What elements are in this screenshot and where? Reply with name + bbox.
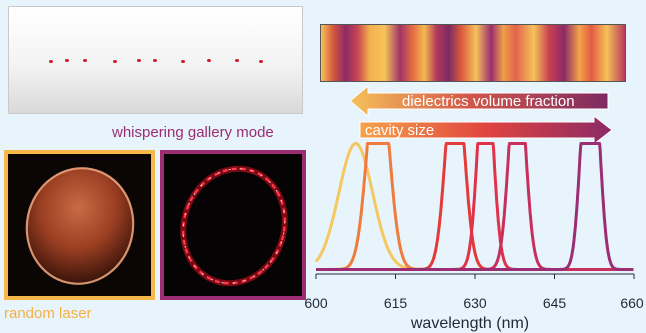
- lasing-spectra-chart: [314, 142, 635, 279]
- spectrum-series-6: [315, 142, 635, 271]
- whispering-gallery-mode-label: whispering gallery mode: [112, 124, 274, 141]
- x-axis-title: wavelength (nm): [410, 315, 530, 332]
- trend-arrows: [350, 86, 613, 146]
- wgm-image: [164, 154, 302, 296]
- droplet-dot: [181, 60, 185, 63]
- x-tick-label: 660: [620, 295, 644, 311]
- dielectrics-arrow: [350, 86, 609, 118]
- x-tick-label: 600: [304, 295, 328, 311]
- droplet-dot: [153, 59, 157, 62]
- droplet-dot: [113, 60, 117, 63]
- dielectrics-volume-fraction-label: dielectrics volume fraction: [402, 93, 575, 110]
- droplet-dot: [49, 60, 53, 63]
- random-laser-photo: [4, 150, 155, 300]
- droplet-dot: [207, 59, 211, 62]
- droplet-dot: [235, 59, 239, 62]
- cavity-size-label: cavity size: [365, 122, 435, 139]
- droplet-dot: [259, 60, 263, 63]
- cavity-size-arrow: [359, 114, 613, 146]
- color-gradient-bar: [320, 24, 626, 82]
- wgm-photo: [160, 150, 306, 300]
- droplet-plate-photo: [8, 6, 303, 114]
- random-laser-label: random laser: [4, 305, 92, 322]
- droplet-dot: [137, 59, 141, 62]
- droplet-dot: [83, 59, 87, 62]
- x-tick-label: 615: [383, 295, 408, 311]
- x-tick-label: 630: [463, 295, 487, 311]
- random-laser-image: [8, 154, 151, 296]
- droplet-dot: [65, 59, 69, 62]
- x-tick-label: 645: [542, 295, 567, 311]
